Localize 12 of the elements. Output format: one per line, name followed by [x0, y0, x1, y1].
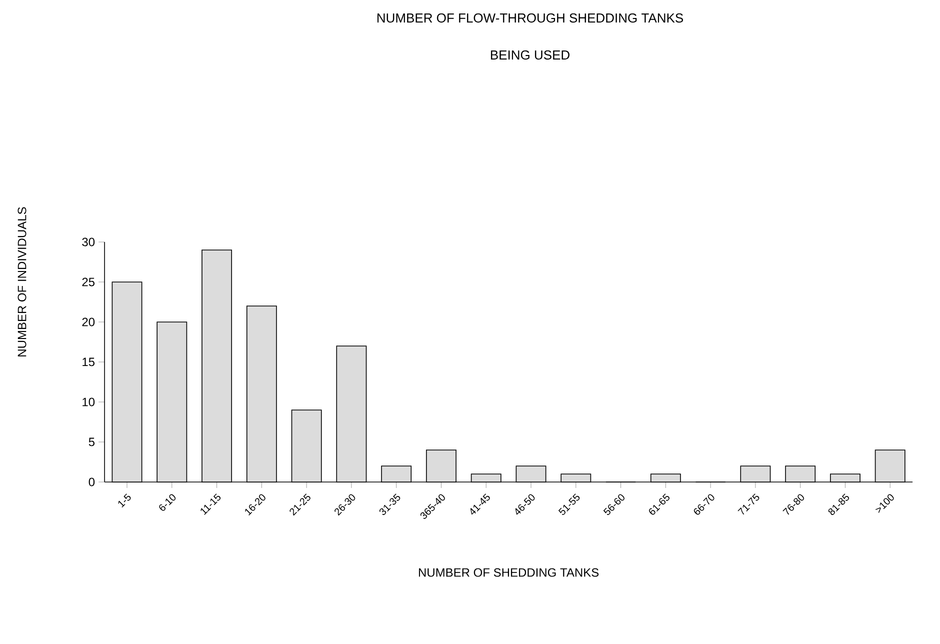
- y-tick-label: 10: [82, 398, 95, 406]
- chart-title: NUMBER OF FLOW-THROUGH SHEDDING TANKS: [377, 13, 684, 23]
- y-axis-title: NUMBER OF INDIVIDUALS: [18, 207, 26, 356]
- y-tick-label: 0: [88, 478, 95, 486]
- x-axis-title: NUMBER OF SHEDDING TANKS: [418, 568, 599, 577]
- y-tick-label: 5: [88, 438, 95, 446]
- chart-subtitle: BEING USED: [490, 50, 570, 60]
- x-tick-label: 1-5: [118, 494, 131, 508]
- y-tick-label: 20: [82, 318, 95, 326]
- y-tick-label: 15: [82, 358, 95, 366]
- y-tick-label: 25: [82, 278, 95, 286]
- y-tick-label: 30: [82, 238, 95, 246]
